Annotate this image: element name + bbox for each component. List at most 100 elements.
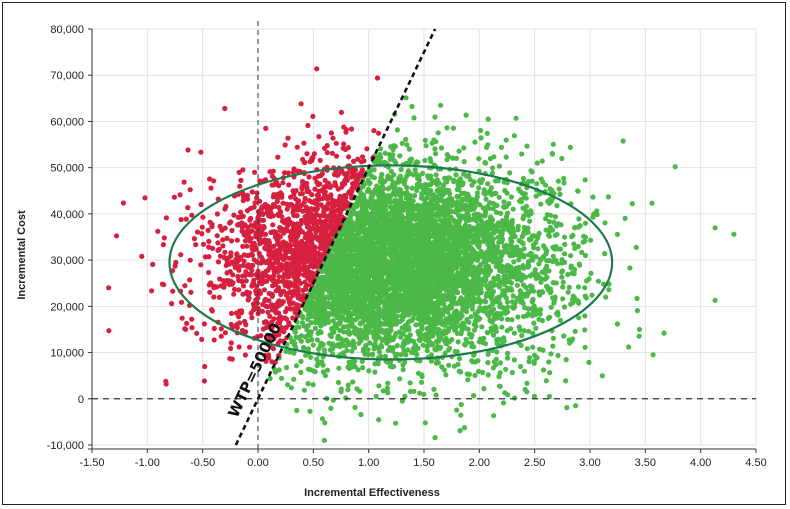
point-above-wtp <box>202 363 208 370</box>
point-above-wtp <box>252 200 258 206</box>
point-below-wtp <box>358 190 364 196</box>
point-below-wtp <box>511 133 517 139</box>
point-above-wtp <box>171 194 177 200</box>
point-below-wtp <box>429 341 435 347</box>
point-below-wtp <box>571 241 577 247</box>
point-below-wtp <box>412 167 418 173</box>
point-below-wtp <box>354 315 360 322</box>
point-below-wtp <box>292 329 298 335</box>
point-above-wtp <box>304 267 310 273</box>
point-above-wtp <box>255 268 261 274</box>
point-above-wtp <box>301 264 307 270</box>
point-below-wtp <box>371 346 377 352</box>
point-below-wtp <box>496 163 502 169</box>
point-above-wtp <box>150 261 156 267</box>
point-below-wtp <box>511 259 517 265</box>
point-below-wtp <box>360 195 366 201</box>
point-below-wtp <box>531 245 537 251</box>
point-above-wtp <box>284 206 290 212</box>
point-below-wtp <box>476 368 482 374</box>
point-below-wtp <box>586 359 592 365</box>
point-above-wtp <box>199 224 205 230</box>
point-below-wtp <box>331 342 337 349</box>
point-below-wtp <box>405 168 412 174</box>
point-below-wtp <box>498 144 505 150</box>
point-above-wtp <box>293 283 299 289</box>
point-below-wtp <box>634 308 641 314</box>
point-below-wtp <box>553 280 559 286</box>
point-below-wtp <box>512 395 518 401</box>
point-below-wtp <box>412 193 418 199</box>
point-below-wtp <box>457 315 463 321</box>
point-below-wtp <box>508 194 514 200</box>
point-below-wtp <box>360 184 366 190</box>
point-below-wtp <box>463 112 469 118</box>
point-below-wtp <box>456 219 462 225</box>
point-above-wtp <box>263 125 269 131</box>
point-above-wtp <box>276 332 282 338</box>
point-below-wtp <box>470 359 476 365</box>
point-above-wtp <box>236 277 242 284</box>
point-below-wtp <box>572 225 578 231</box>
point-below-wtp <box>518 363 524 370</box>
point-below-wtp <box>524 380 530 386</box>
point-below-wtp <box>372 361 378 367</box>
point-above-wtp <box>170 288 176 294</box>
point-below-wtp <box>620 138 626 144</box>
point-below-wtp <box>497 370 503 376</box>
point-below-wtp <box>535 246 541 252</box>
point-below-wtp <box>325 294 331 300</box>
point-below-wtp <box>417 331 423 337</box>
point-below-wtp <box>558 222 564 228</box>
point-below-wtp <box>433 392 439 398</box>
point-below-wtp <box>349 348 355 354</box>
point-below-wtp <box>293 363 300 369</box>
point-below-wtp <box>301 387 307 393</box>
point-below-wtp <box>562 241 568 248</box>
point-below-wtp <box>531 303 537 309</box>
point-below-wtp <box>533 193 539 199</box>
point-below-wtp <box>409 185 415 191</box>
point-below-wtp <box>345 364 351 370</box>
point-below-wtp <box>441 233 447 239</box>
point-below-wtp <box>547 370 553 376</box>
point-below-wtp <box>305 346 311 352</box>
point-above-wtp <box>185 147 191 153</box>
point-above-wtp <box>277 246 283 252</box>
point-above-wtp <box>274 195 281 201</box>
point-below-wtp <box>487 156 493 162</box>
point-above-wtp <box>248 215 254 221</box>
point-above-wtp <box>187 257 193 263</box>
point-above-wtp <box>267 313 273 319</box>
point-above-wtp <box>297 303 303 309</box>
point-above-wtp <box>185 205 191 211</box>
point-below-wtp <box>321 347 327 353</box>
point-below-wtp <box>446 207 452 213</box>
point-below-wtp <box>576 315 582 321</box>
point-below-wtp <box>318 343 324 349</box>
point-below-wtp <box>305 316 311 322</box>
point-below-wtp <box>543 216 549 222</box>
point-below-wtp <box>422 157 428 164</box>
point-below-wtp <box>499 324 505 330</box>
point-below-wtp <box>521 328 527 334</box>
point-below-wtp <box>484 310 490 316</box>
point-above-wtp <box>270 283 276 289</box>
point-below-wtp <box>480 205 486 211</box>
point-below-wtp <box>362 351 368 357</box>
point-below-wtp <box>382 150 388 156</box>
point-below-wtp <box>377 146 384 152</box>
point-below-wtp <box>407 332 413 338</box>
point-above-wtp <box>257 241 263 247</box>
point-below-wtp <box>378 353 384 359</box>
point-below-wtp <box>407 380 413 386</box>
point-below-wtp <box>504 355 511 361</box>
point-below-wtp <box>622 215 628 221</box>
point-above-wtp <box>262 298 268 304</box>
point-below-wtp <box>470 274 477 280</box>
point-below-wtp <box>503 366 509 372</box>
point-below-wtp <box>546 268 552 274</box>
point-above-wtp <box>193 242 199 248</box>
point-above-wtp <box>236 169 242 175</box>
point-below-wtp <box>476 243 482 249</box>
